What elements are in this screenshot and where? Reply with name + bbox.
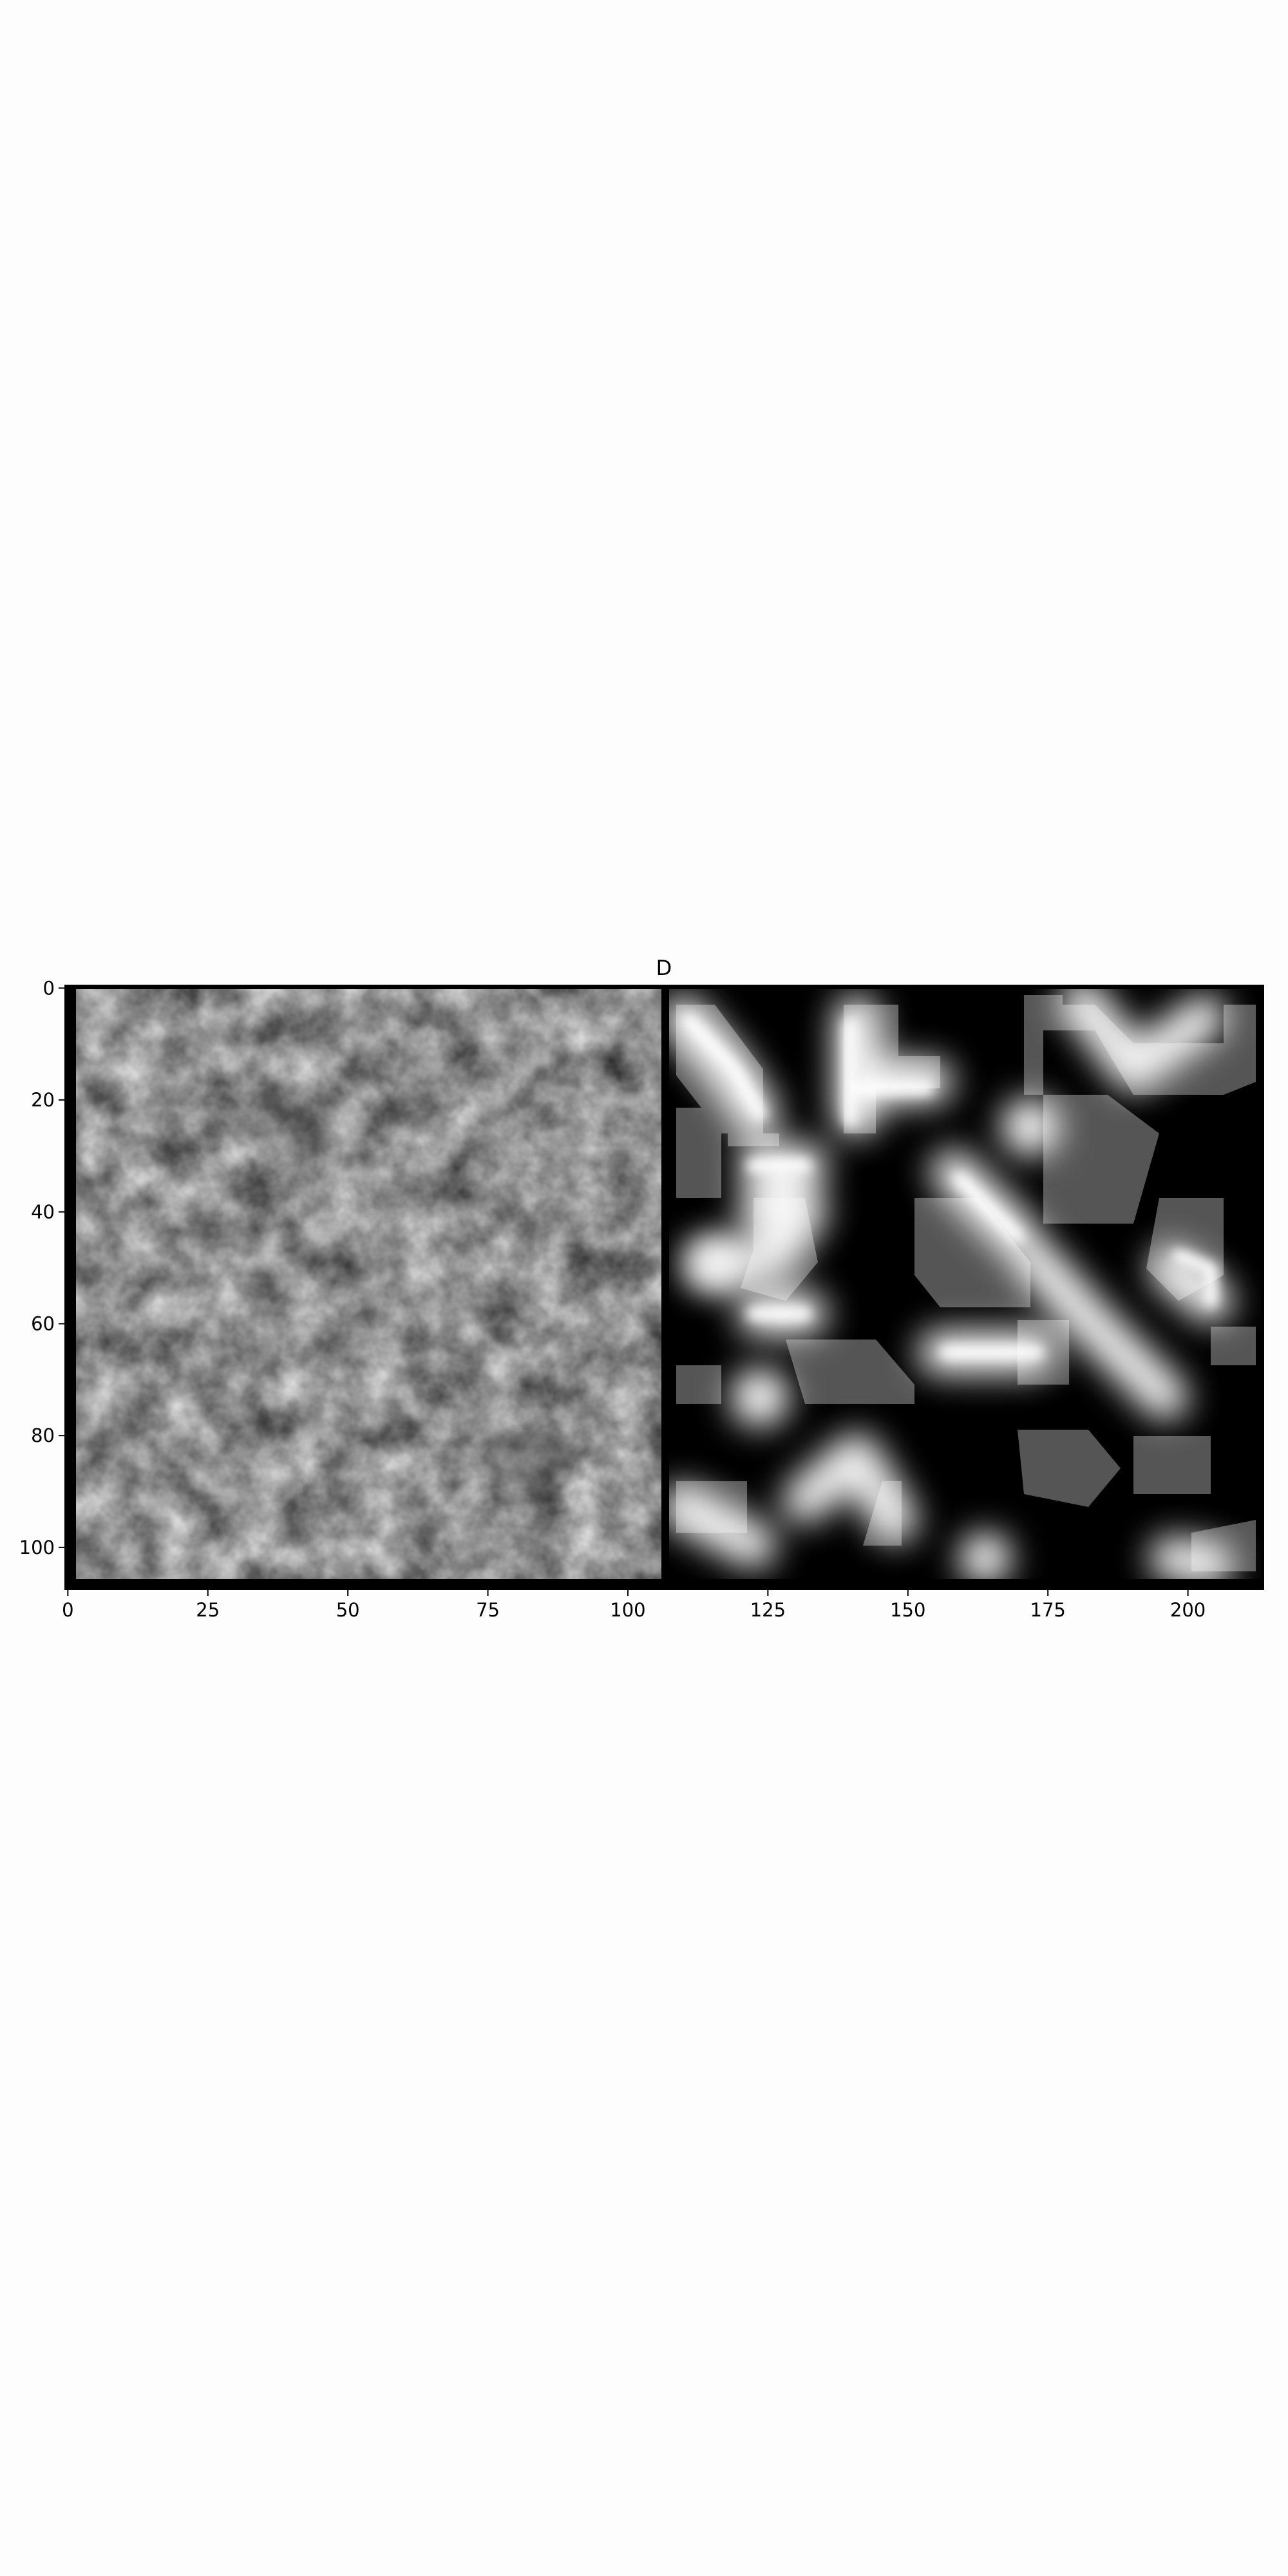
y-tick-label: 60 <box>31 1312 55 1334</box>
axes-frame <box>64 985 1264 1590</box>
right-panel <box>669 989 1262 1579</box>
x-tick-label: 25 <box>196 1599 220 1621</box>
x-axis: 0 25 50 75 100 125 150 175 200 <box>62 1589 1206 1621</box>
x-tick-label: 100 <box>610 1599 645 1621</box>
y-axis: 0 20 40 60 80 100 <box>19 977 65 1558</box>
y-tick-label: 20 <box>31 1089 55 1111</box>
left-panel <box>76 989 661 1579</box>
chart-title: D <box>656 956 672 980</box>
y-tick-label: 40 <box>31 1201 55 1223</box>
plot-area <box>64 985 1264 1590</box>
x-tick-label: 175 <box>1030 1599 1066 1621</box>
y-tick-label: 0 <box>43 977 55 999</box>
x-tick-label: 200 <box>1170 1599 1206 1621</box>
x-tick-label: 0 <box>62 1599 73 1621</box>
x-tick-label: 150 <box>890 1599 925 1621</box>
y-tick-label: 80 <box>31 1425 55 1446</box>
x-tick-label: 125 <box>750 1599 786 1621</box>
y-tick-label: 100 <box>19 1537 55 1558</box>
x-tick-label: 50 <box>336 1599 360 1621</box>
x-tick-label: 75 <box>476 1599 500 1621</box>
